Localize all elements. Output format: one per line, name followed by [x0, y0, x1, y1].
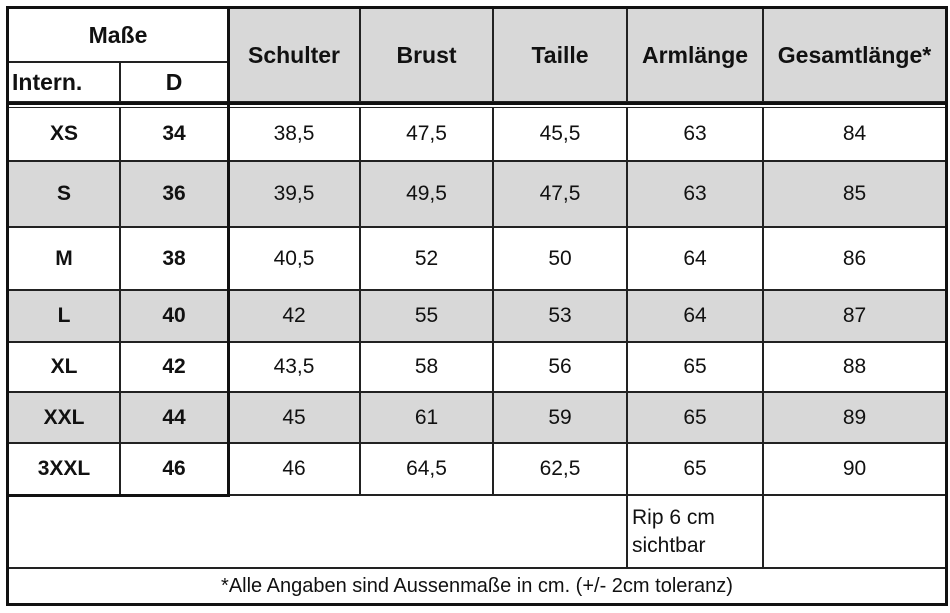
- table-cell: 85: [763, 161, 946, 227]
- table-cell: 45: [228, 392, 360, 443]
- table-cell: 58: [360, 342, 493, 392]
- table-cell: 40: [120, 290, 228, 342]
- table-cell: XS: [8, 107, 120, 161]
- table-cell: 40,5: [228, 227, 360, 290]
- group-header: Maße: [8, 8, 228, 62]
- table-cell: 63: [627, 107, 763, 161]
- table-cell: XL: [8, 342, 120, 392]
- table-cell: 87: [763, 290, 946, 342]
- table-cell: 44: [120, 392, 228, 443]
- table-cell: S: [8, 161, 120, 227]
- column-header: Taille: [493, 8, 627, 102]
- table-cell: 65: [627, 443, 763, 495]
- table-cell: 36: [120, 161, 228, 227]
- table-cell: 45,5: [493, 107, 627, 161]
- table-cell: L: [8, 290, 120, 342]
- note-cell: Rip 6 cm sichtbar: [627, 495, 763, 568]
- table-cell: 50: [493, 227, 627, 290]
- table-cell: 86: [763, 227, 946, 290]
- column-header: D: [120, 62, 228, 102]
- table-cell: 3XXL: [8, 443, 120, 495]
- table-cell: XXL: [8, 392, 120, 443]
- table-cell: 64,5: [360, 443, 493, 495]
- table-cell: 39,5: [228, 161, 360, 227]
- table-cell: 56: [493, 342, 627, 392]
- table-cell: 89: [763, 392, 946, 443]
- table-cell: 64: [627, 290, 763, 342]
- column-header: Schulter: [228, 8, 360, 102]
- table-cell: M: [8, 227, 120, 290]
- table-cell: 84: [763, 107, 946, 161]
- table-cell: 47,5: [360, 107, 493, 161]
- table-cell: 88: [763, 342, 946, 392]
- table-cell: 59: [493, 392, 627, 443]
- note-line: Rip 6 cm: [632, 505, 715, 529]
- table-cell: 55: [360, 290, 493, 342]
- table-cell: 46: [120, 443, 228, 495]
- table-cell: 61: [360, 392, 493, 443]
- table-cell: 46: [228, 443, 360, 495]
- table-cell: 42: [228, 290, 360, 342]
- table-cell: 34: [120, 107, 228, 161]
- table-cell: 62,5: [493, 443, 627, 495]
- empty-cell: [763, 495, 946, 568]
- table-cell: 65: [627, 342, 763, 392]
- column-header: Intern.: [8, 62, 120, 102]
- column-header: Gesamtlänge*: [763, 8, 946, 102]
- table-cell: 42: [120, 342, 228, 392]
- table-cell: 65: [627, 392, 763, 443]
- footnote: *Alle Angaben sind Aussenmaße in cm. (+/…: [8, 568, 946, 604]
- table-cell: 43,5: [228, 342, 360, 392]
- table-cell: 63: [627, 161, 763, 227]
- table-cell: 47,5: [493, 161, 627, 227]
- table-cell: 52: [360, 227, 493, 290]
- table-cell: 53: [493, 290, 627, 342]
- column-header: Brust: [360, 8, 493, 102]
- column-header: Armlänge: [627, 8, 763, 102]
- table-cell: 49,5: [360, 161, 493, 227]
- empty-cell: [8, 495, 627, 568]
- note-line: sichtbar: [632, 533, 706, 557]
- table-cell: 90: [763, 443, 946, 495]
- table-cell: 38: [120, 227, 228, 290]
- table-cell: 64: [627, 227, 763, 290]
- table-cell: 38,5: [228, 107, 360, 161]
